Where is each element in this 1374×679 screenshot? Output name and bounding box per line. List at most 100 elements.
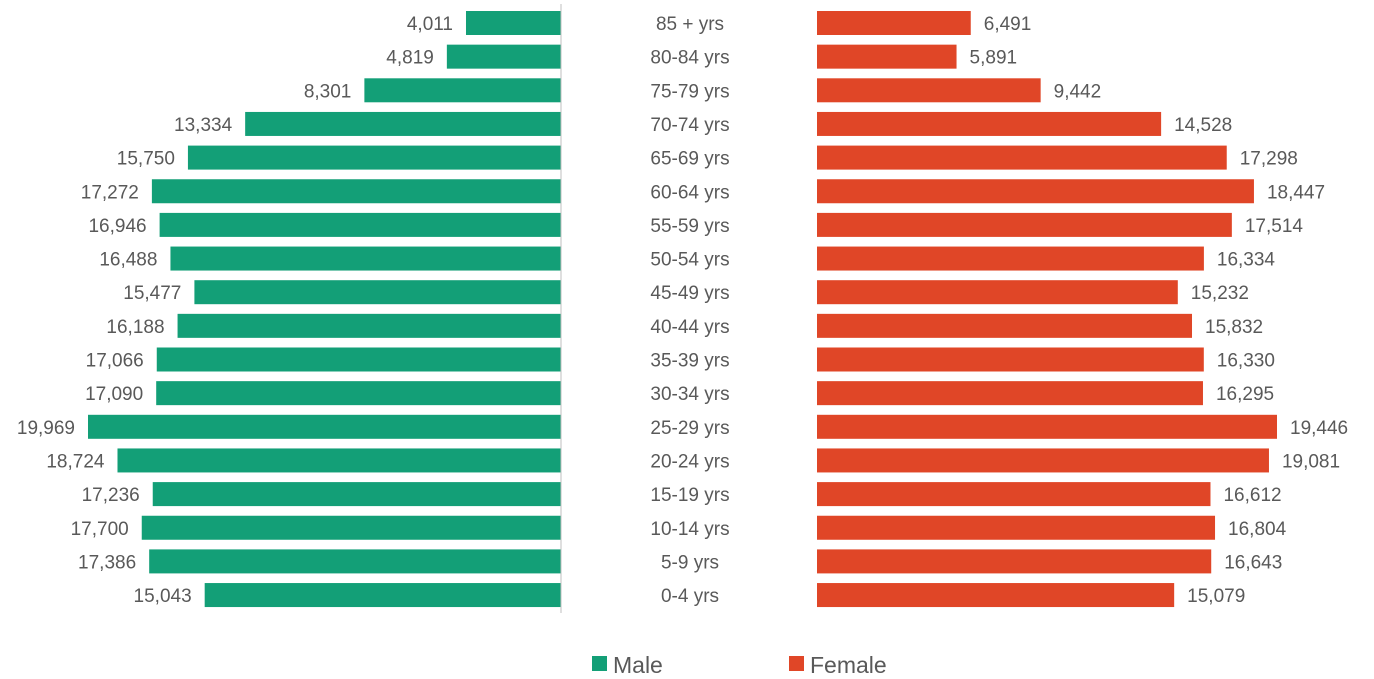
- data-label-female: 16,330: [1217, 351, 1275, 372]
- data-label-female: 16,643: [1224, 552, 1282, 573]
- legend-swatch-male: [592, 656, 607, 671]
- bar-male: [159, 212, 562, 237]
- bar-male: [156, 381, 562, 406]
- bar-female: [817, 111, 1162, 136]
- data-label-male: 18,724: [46, 451, 105, 472]
- data-label-female: 19,446: [1290, 418, 1348, 439]
- data-label-female: 14,528: [1174, 115, 1232, 136]
- age-group-label: 60-64 yrs: [650, 182, 729, 203]
- data-label-male: 8,301: [304, 81, 352, 102]
- bar-male: [204, 583, 561, 608]
- data-label-female: 5,891: [970, 48, 1018, 69]
- data-label-female: 16,295: [1216, 384, 1274, 405]
- data-label-male: 15,477: [123, 283, 181, 304]
- legend-label-female: Female: [810, 652, 887, 678]
- bar-female: [817, 313, 1193, 338]
- data-label-female: 16,804: [1228, 519, 1287, 540]
- data-label-male: 15,043: [134, 586, 192, 607]
- bar-male: [117, 448, 561, 473]
- data-label-male: 17,066: [86, 351, 144, 372]
- age-group-label: 5-9 yrs: [661, 552, 719, 573]
- bar-male: [141, 515, 561, 540]
- bar-male: [156, 347, 562, 372]
- bar-male: [446, 44, 561, 69]
- bar-female: [817, 179, 1254, 204]
- bar-female: [817, 347, 1204, 372]
- bar-female: [817, 583, 1175, 608]
- age-group-label: 50-54 yrs: [650, 250, 729, 271]
- age-group-label: 35-39 yrs: [650, 351, 729, 372]
- bar-male: [177, 313, 562, 338]
- data-label-female: 16,612: [1223, 485, 1281, 506]
- bar-male: [364, 78, 561, 103]
- bar-male: [88, 414, 561, 439]
- data-label-female: 16,334: [1217, 250, 1276, 271]
- data-label-male: 15,750: [117, 149, 175, 170]
- data-label-male: 19,969: [17, 418, 75, 439]
- legend: Male Female: [592, 652, 887, 678]
- bar-female: [817, 78, 1041, 103]
- age-group-label: 25-29 yrs: [650, 418, 729, 439]
- bar-male: [149, 549, 561, 574]
- data-label-male: 17,700: [71, 519, 129, 540]
- bar-female: [817, 246, 1204, 271]
- data-label-male: 13,334: [174, 115, 233, 136]
- bar-male: [245, 111, 561, 136]
- male-value-labels: 4,011 4,819 8,301 13,334 15,750 17,272 16,946 1…: [17, 14, 453, 607]
- age-group-label: 15-19 yrs: [650, 485, 729, 506]
- age-group-label: 55-59 yrs: [650, 216, 729, 237]
- data-label-female: 17,514: [1245, 216, 1304, 237]
- data-label-male: 16,488: [99, 250, 157, 271]
- data-label-male: 17,272: [81, 182, 139, 203]
- age-group-labels: 85 + yrs 80-84 yrs 75-79 yrs 70-74 yrs 65-69…: [650, 14, 729, 607]
- data-label-female: 15,079: [1187, 586, 1245, 607]
- data-label-female: 18,447: [1267, 182, 1325, 203]
- age-group-label: 85 + yrs: [656, 14, 724, 35]
- bar-male: [152, 482, 562, 507]
- bar-female: [817, 145, 1227, 170]
- age-group-label: 20-24 yrs: [650, 451, 729, 472]
- data-label-male: 4,819: [386, 48, 434, 69]
- data-label-male: 17,386: [78, 552, 136, 573]
- age-group-label: 65-69 yrs: [650, 149, 729, 170]
- male-bars: [88, 11, 562, 608]
- age-group-label: 75-79 yrs: [650, 81, 729, 102]
- legend-label-male: Male: [613, 652, 663, 678]
- bar-female: [817, 212, 1232, 237]
- female-value-labels: 6,491 5,891 9,442 14,528 17,298 18,447 17,514 1…: [970, 14, 1349, 607]
- data-label-male: 16,946: [88, 216, 146, 237]
- data-label-female: 15,232: [1191, 283, 1249, 304]
- bar-female: [817, 549, 1212, 574]
- bar-female: [817, 482, 1211, 507]
- bar-female: [817, 11, 971, 35]
- bar-female: [817, 414, 1277, 439]
- data-label-male: 16,188: [106, 317, 164, 338]
- age-group-label: 70-74 yrs: [650, 115, 729, 136]
- age-group-label: 0-4 yrs: [661, 586, 719, 607]
- age-group-label: 80-84 yrs: [650, 48, 729, 69]
- age-group-label: 10-14 yrs: [650, 519, 729, 540]
- bar-female: [817, 44, 957, 69]
- data-label-female: 17,298: [1240, 149, 1298, 170]
- data-label-female: 15,832: [1205, 317, 1263, 338]
- bar-female: [817, 280, 1178, 305]
- bar-female: [817, 381, 1203, 406]
- data-label-male: 4,011: [407, 14, 453, 35]
- data-label-female: 9,442: [1054, 81, 1102, 102]
- age-group-label: 40-44 yrs: [650, 317, 729, 338]
- age-group-label: 30-34 yrs: [650, 384, 729, 405]
- bar-female: [817, 448, 1269, 473]
- bar-male: [187, 145, 561, 170]
- data-label-male: 17,236: [82, 485, 140, 506]
- bar-male: [194, 280, 561, 305]
- bar-male: [151, 179, 562, 204]
- data-label-female: 19,081: [1282, 451, 1340, 472]
- bar-male: [465, 11, 561, 35]
- bar-male: [170, 246, 562, 271]
- age-group-label: 45-49 yrs: [650, 283, 729, 304]
- legend-swatch-female: [789, 656, 804, 671]
- female-bars: [817, 11, 1277, 608]
- data-label-female: 6,491: [984, 14, 1032, 35]
- bar-female: [817, 515, 1216, 540]
